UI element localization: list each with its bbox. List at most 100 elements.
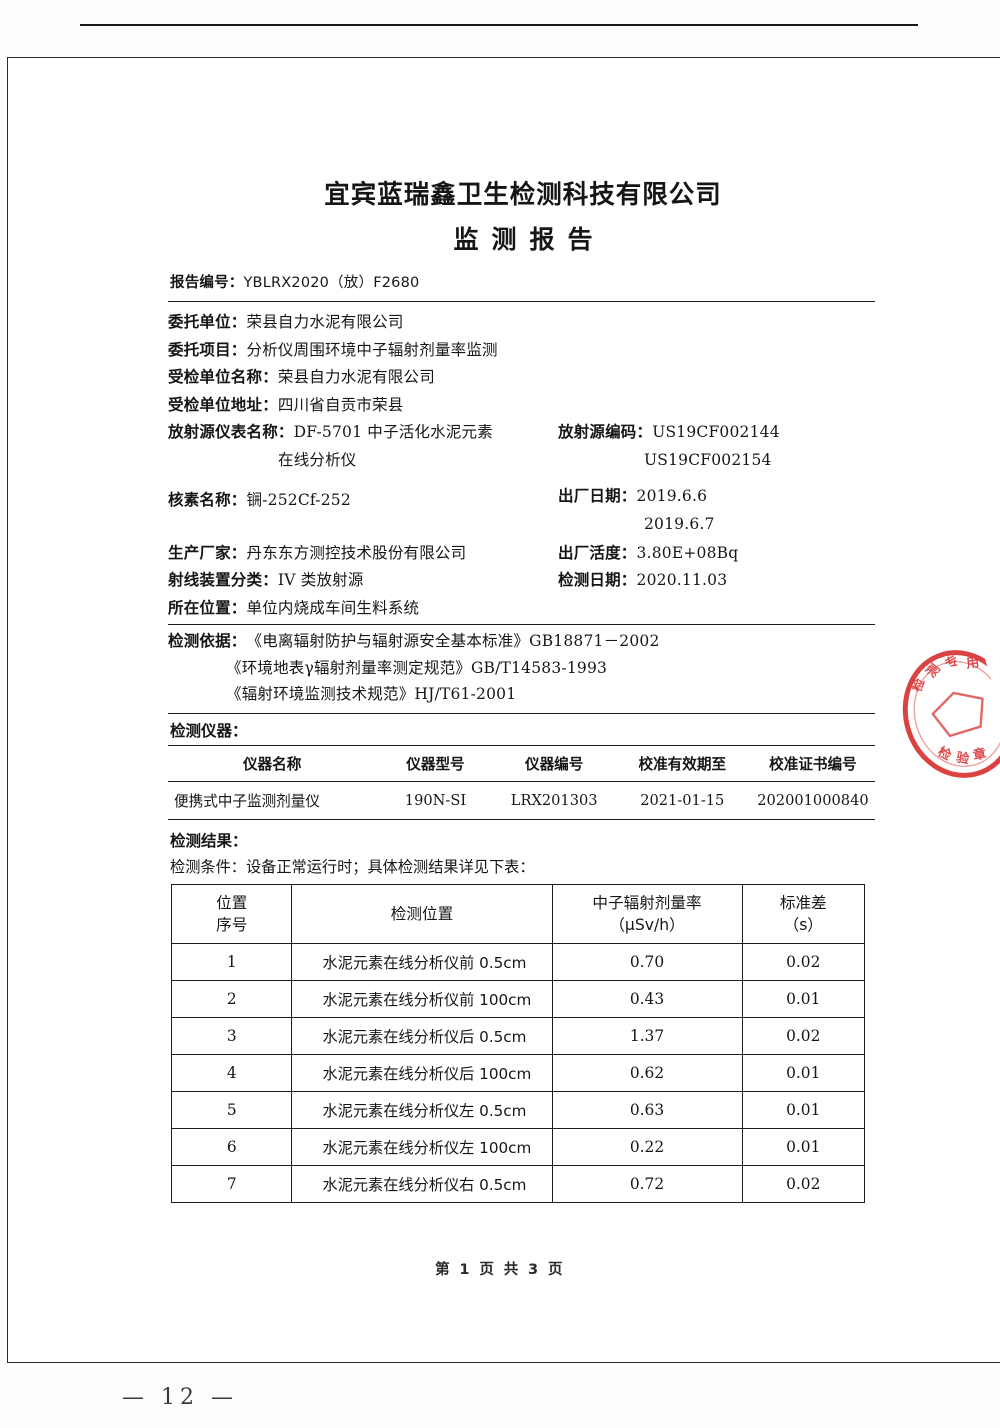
field-mfg-date-value-line2: 2019.6.7	[644, 514, 715, 533]
instrument-table: 仪器名称 仪器型号 仪器编号 校准有效期至 校准证书编号 便携式中子监测剂量仪 …	[168, 744, 875, 820]
field-source-code-label: 放射源编码：	[558, 423, 653, 442]
results-col-index-line1: 位置	[216, 893, 248, 912]
results-cell-position: 水泥元素在线分析仪前 100cm	[291, 980, 553, 1019]
results-cell-rate: 0.72	[551, 1165, 743, 1204]
results-col-rate-line2: （μSv/h）	[609, 915, 685, 934]
sheet-number-marker: — 12 —	[122, 1385, 238, 1410]
divider-under-report-number	[168, 301, 875, 303]
results-condition-line: 检测条件：设备正常运行时；具体检测结果详见下表：	[170, 857, 535, 876]
field-manufacturer: 生产厂家： 丹东东方测控技术股份有限公司	[168, 542, 558, 566]
results-cell-rate: 0.62	[551, 1054, 743, 1093]
field-activity-value: 3.80E+08Bq	[636, 543, 739, 562]
report-number-line: 报告编号：YBLRX2020（放）F2680	[170, 271, 878, 292]
source-details-right-column: 放射源编码： US19CF002144 US19CF002154 出厂日期： 2…	[558, 421, 878, 536]
results-cell-no: 4	[170, 1054, 293, 1093]
table-row: 4 水泥元素在线分析仪后 100cm 0.62 0.01	[170, 1054, 866, 1093]
field-activity: 出厂活度： 3.80E+08Bq	[558, 542, 878, 566]
instrument-col-cert-no: 校准证书编号	[750, 744, 875, 782]
field-source-code-value-line2: US19CF002154	[644, 450, 772, 469]
results-cell-no: 7	[170, 1165, 293, 1204]
instrument-cell-name: 便携式中子监测剂量仪	[168, 781, 377, 820]
table-row: 便携式中子监测剂量仪 190N-SI LRX201303 2021-01-15 …	[168, 781, 875, 820]
results-cell-sd: 0.02	[741, 1017, 866, 1056]
field-mfg-date-value: 2019.6.6	[636, 487, 708, 506]
field-location: 所在位置： 单位内烧成车间生料系统	[168, 597, 878, 621]
instruments-heading: 检测仪器：	[170, 721, 248, 740]
basis-item-2: 《环境地表γ辐射剂量率测定规范》GB/T14583-1993	[226, 658, 608, 677]
results-col-position: 检测位置	[291, 883, 553, 945]
instrument-col-calib-valid: 校准有效期至	[613, 744, 751, 782]
results-cell-no: 1	[170, 943, 293, 982]
field-nuclide-label: 核素名称：	[168, 491, 247, 510]
manufacturer-group: 生产厂家： 丹东东方测控技术股份有限公司 射线装置分类： IV 类放射源 出厂活…	[168, 542, 878, 597]
table-row: 6 水泥元素在线分析仪左 100cm 0.22 0.01	[170, 1128, 866, 1167]
source-details-left-column: 放射源仪表名称： DF-5701 中子活化水泥元素 在线分析仪 核素名称： 锎-…	[168, 421, 558, 517]
client-info-group: 委托单位： 荣县自力水泥有限公司 委托项目： 分析仪周围环境中子辐射剂量率监测 …	[168, 311, 878, 620]
results-cell-position: 水泥元素在线分析仪前 0.5cm	[291, 943, 553, 982]
report-number-value: YBLRX2020（放）F2680	[243, 275, 420, 292]
layout-spacer	[168, 472, 558, 489]
report-document-body: 宜宾蓝瑞鑫卫生检测科技有限公司 监测报告 报告编号：YBLRX2020（放）F2…	[168, 180, 878, 1204]
results-cell-sd: 0.01	[741, 1091, 866, 1130]
table-row: 1 水泥元素在线分析仪前 0.5cm 0.70 0.02	[170, 943, 866, 982]
results-cell-no: 3	[170, 1017, 293, 1056]
field-inspected-address: 受检单位地址： 四川省自贡市荣县	[168, 394, 878, 418]
field-inspected-name-value: 荣县自力水泥有限公司	[277, 368, 435, 387]
field-inspected-address-label: 受检单位地址：	[168, 395, 278, 414]
field-manufacturer-label: 生产厂家：	[168, 543, 247, 562]
results-cell-sd: 0.01	[741, 1128, 866, 1167]
results-cell-no: 2	[170, 980, 293, 1019]
field-device-class-label: 射线装置分类：	[168, 571, 278, 590]
divider-above-basis	[168, 624, 875, 626]
results-cell-rate: 1.37	[551, 1017, 743, 1056]
field-client: 委托单位： 荣县自力水泥有限公司	[168, 311, 878, 335]
results-cell-no: 6	[170, 1128, 293, 1167]
field-location-value: 单位内烧成车间生料系统	[246, 598, 420, 617]
testing-basis-group: 检测依据： 《电离辐射防护与辐射源安全基本标准》GB18871－2002 《环境…	[168, 630, 878, 707]
report-subtitle: 监测报告	[453, 224, 606, 254]
results-cell-sd: 0.01	[741, 980, 866, 1019]
results-cell-position: 水泥元素在线分析仪右 0.5cm	[291, 1165, 553, 1204]
instrument-cell-model: 190N-SI	[376, 781, 495, 820]
results-cell-no: 5	[170, 1091, 293, 1130]
field-project-label: 委托项目：	[168, 340, 247, 359]
results-col-sd-line1: 标准差	[779, 893, 827, 912]
results-cell-rate: 0.63	[551, 1091, 743, 1130]
instrument-col-serial: 仪器编号	[494, 744, 614, 782]
results-table-header-row: 位置 序号 检测位置 中子辐射剂量率 （μSv/h） 标准差 （s）	[170, 883, 866, 945]
field-inspected-name-label: 受检单位名称：	[168, 368, 278, 387]
report-number-label: 报告编号：	[170, 275, 244, 292]
field-client-label: 委托单位：	[168, 313, 247, 332]
table-row: 2 水泥元素在线分析仪前 100cm 0.43 0.01	[170, 980, 866, 1019]
field-basis-label: 检测依据：	[168, 632, 247, 651]
page-number-footer: 第 1 页 共 3 页	[435, 1262, 565, 1278]
field-test-date: 检测日期： 2020.11.03	[558, 569, 878, 593]
instrument-cell-calib-valid: 2021-01-15	[613, 781, 751, 820]
page-title: 宜宾蓝瑞鑫卫生检测科技有限公司	[324, 180, 722, 210]
field-basis: 检测依据： 《电离辐射防护与辐射源安全基本标准》GB18871－2002	[168, 630, 878, 654]
field-device-class: 射线装置分类： IV 类放射源	[168, 569, 558, 593]
results-col-rate: 中子辐射剂量率 （μSv/h）	[551, 883, 743, 945]
source-details-group: 放射源仪表名称： DF-5701 中子活化水泥元素 在线分析仪 核素名称： 锎-…	[168, 421, 878, 536]
results-cell-rate: 0.22	[551, 1128, 743, 1167]
field-activity-label: 出厂活度：	[558, 543, 637, 562]
field-project-value: 分析仪周围环境中子辐射剂量率监测	[246, 340, 498, 359]
table-row: 7 水泥元素在线分析仪右 0.5cm 0.72 0.02	[170, 1165, 866, 1204]
results-cell-sd: 0.01	[741, 1054, 866, 1093]
field-client-value: 荣县自力水泥有限公司	[246, 313, 404, 332]
field-device-name-value-line2: 在线分析仪	[278, 450, 357, 469]
results-col-sd-line2: （s）	[783, 915, 823, 934]
header-divider-rule	[80, 24, 918, 26]
results-cell-sd: 0.02	[741, 1165, 866, 1204]
instrument-col-model: 仪器型号	[376, 744, 495, 782]
field-nuclide-value: 锎-252Cf-252	[246, 491, 351, 510]
manufacturer-left-column: 生产厂家： 丹东东方测控技术股份有限公司 射线装置分类： IV 类放射源	[168, 542, 558, 597]
table-row: 5 水泥元素在线分析仪左 0.5cm 0.63 0.01	[170, 1091, 866, 1130]
results-col-index-line2: 序号	[216, 915, 248, 934]
table-row: 3 水泥元素在线分析仪后 0.5cm 1.37 0.02	[170, 1017, 866, 1056]
field-test-date-label: 检测日期：	[558, 571, 637, 590]
results-col-rate-line1: 中子辐射剂量率	[592, 893, 702, 912]
results-col-index: 位置 序号	[170, 883, 293, 945]
field-location-label: 所在位置：	[168, 598, 247, 617]
